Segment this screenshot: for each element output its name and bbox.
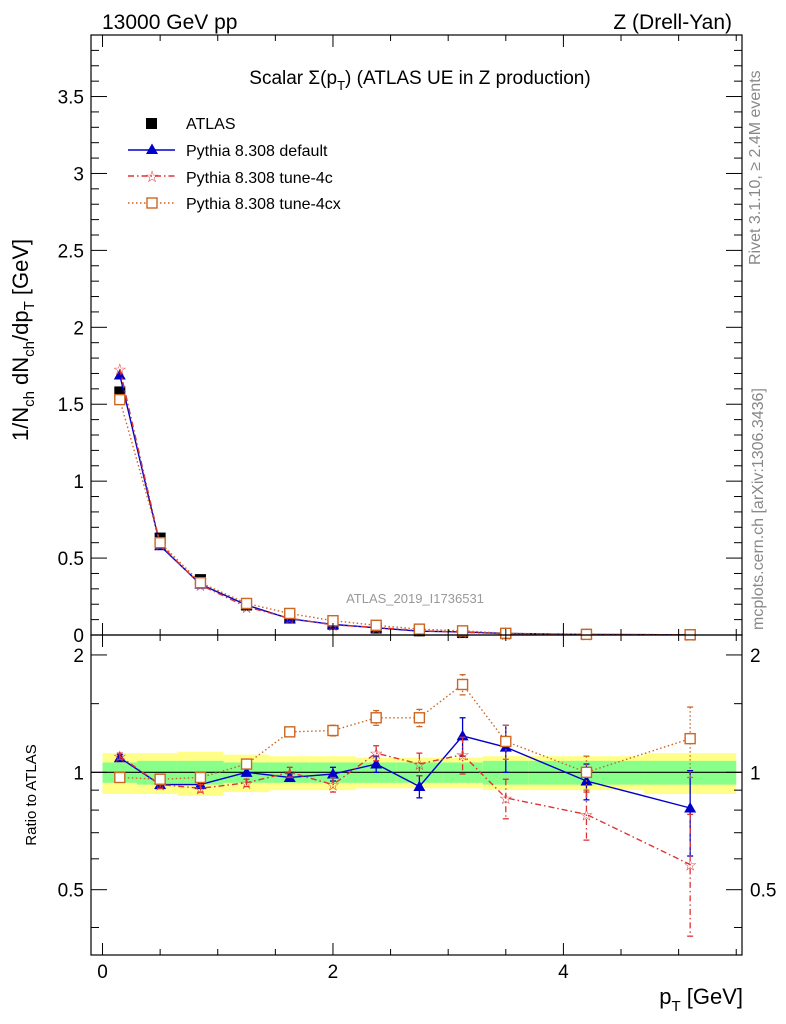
ratio-series-point: ☆	[683, 858, 697, 875]
ratio-series-point	[456, 678, 469, 691]
ratio-series-point	[194, 771, 207, 784]
ratio-series-point	[240, 766, 253, 777]
main-series-point	[240, 597, 253, 610]
main-series-point	[114, 393, 126, 406]
header-left-label: 13000 GeV pp	[102, 11, 237, 34]
atlas-point	[114, 386, 126, 398]
ratio-series-point	[194, 778, 207, 790]
legend-atlas-marker	[146, 118, 157, 129]
ratio-series-point	[684, 802, 697, 813]
ratio-series-line	[119, 752, 691, 866]
ratio-series-point	[154, 773, 166, 785]
plot-title: Scalar Σ(pT) (ATLAS UE in Z production)	[249, 68, 590, 93]
legend: ATLAS Pythia 8.308 default ☆ Pythia 8.30…	[128, 116, 341, 213]
ratio-y-tick-label-right: 2	[750, 646, 761, 667]
main-series-point	[580, 628, 593, 641]
legend-default-marker	[146, 143, 158, 154]
y-tick-label: 2	[73, 318, 84, 339]
legend-default-label: Pythia 8.308 default	[186, 143, 328, 160]
ratio-series-point	[114, 771, 126, 784]
y-tick-label: 2.5	[58, 241, 84, 262]
main-series-point	[456, 625, 469, 637]
ratio-series-point: ☆	[193, 781, 207, 798]
header-right-label: Z (Drell-Yan)	[613, 11, 732, 34]
ratio-y-tick-label-right: 1	[750, 763, 761, 784]
ratio-series-point	[413, 780, 426, 791]
main-series-point: ☆	[113, 362, 127, 379]
ratio-series-point	[240, 758, 253, 770]
x-tick-label: 4	[558, 962, 569, 983]
legend-tune4c-label: Pythia 8.308 tune-4c	[186, 170, 333, 187]
ratio-series-point	[326, 768, 339, 779]
main-ylabel: 1/Nch dNch/dpT [GeV]	[8, 239, 38, 441]
legend-tune4cx-label: Pythia 8.308 tune-4cx	[186, 196, 341, 213]
legend-tune4c-marker: ☆	[145, 169, 159, 186]
ratio-series-point	[684, 732, 696, 745]
main-series-point	[413, 623, 426, 635]
main-series-point	[113, 369, 126, 380]
x-tick-label: 2	[328, 962, 339, 983]
ratio-series-point: ☆	[369, 746, 383, 763]
ratio-series-point: ☆	[412, 757, 426, 774]
ratio-y-tick-label-right: 0.5	[750, 881, 776, 902]
ratio-series-point	[284, 726, 296, 738]
ratio-series-point: ☆	[113, 749, 127, 766]
ratio-series-point: ☆	[499, 791, 513, 808]
ratio-ylabel: Ratio to ATLAS	[23, 744, 40, 845]
y-tick-label: 1	[73, 472, 84, 493]
x-tick-label: 0	[97, 962, 108, 983]
ratio-series-point	[370, 712, 382, 724]
main-series-point	[284, 607, 296, 620]
rivet-label: Rivet 3.1.10, ≥ 2.4M events	[747, 70, 764, 265]
y-tick-label: 1.5	[58, 395, 84, 416]
y-tick-label: 3.5	[58, 88, 84, 109]
x-axis-label: pT [GeV]	[659, 984, 743, 1015]
y-tick-label: 0.5	[58, 549, 84, 570]
legend-tune4cx-marker	[146, 197, 158, 209]
ratio-series-point	[327, 724, 339, 737]
ratio-y-tick-label: 2	[73, 646, 84, 667]
analysis-id-label: ATLAS_2019_I1736531	[346, 591, 484, 606]
ratio-series-point	[500, 735, 512, 748]
main-series-point	[370, 619, 382, 632]
svg-text:Scalar Σ(pT) (ATLAS UE in Z pr: Scalar Σ(pT) (ATLAS UE in Z production)	[249, 68, 590, 93]
main-series-line	[119, 368, 691, 636]
ratio-series-line	[119, 683, 691, 780]
ratio-series-point	[413, 712, 426, 724]
ratio-series-point: ☆	[579, 807, 593, 824]
ratio-y-tick-label: 1	[73, 763, 84, 784]
ratio-y-tick-label: 0.5	[58, 881, 84, 902]
ratio-series-point	[580, 766, 593, 779]
ratio-series-point: ☆	[283, 765, 297, 782]
main-series-point	[194, 576, 207, 589]
mcplots-label: mcplots.cern.ch [arXiv:1306.3436]	[750, 388, 767, 630]
ratio-series-point: ☆	[326, 778, 340, 795]
y-tick-label: 3	[73, 164, 84, 185]
y-tick-label: 0	[73, 626, 84, 647]
main-series-point	[154, 536, 166, 549]
ratio-series-point: ☆	[239, 776, 253, 793]
svg-text:pT [GeV]: pT [GeV]	[659, 984, 743, 1015]
svg-text:1/Nch dNch/dpT [GeV]: 1/Nch dNch/dpT [GeV]	[8, 239, 38, 441]
legend-atlas-label: ATLAS	[186, 116, 236, 133]
ratio-series-point: ☆	[455, 748, 469, 765]
ratio-plot-frame	[90, 634, 743, 956]
ratio-series-point	[370, 758, 383, 769]
